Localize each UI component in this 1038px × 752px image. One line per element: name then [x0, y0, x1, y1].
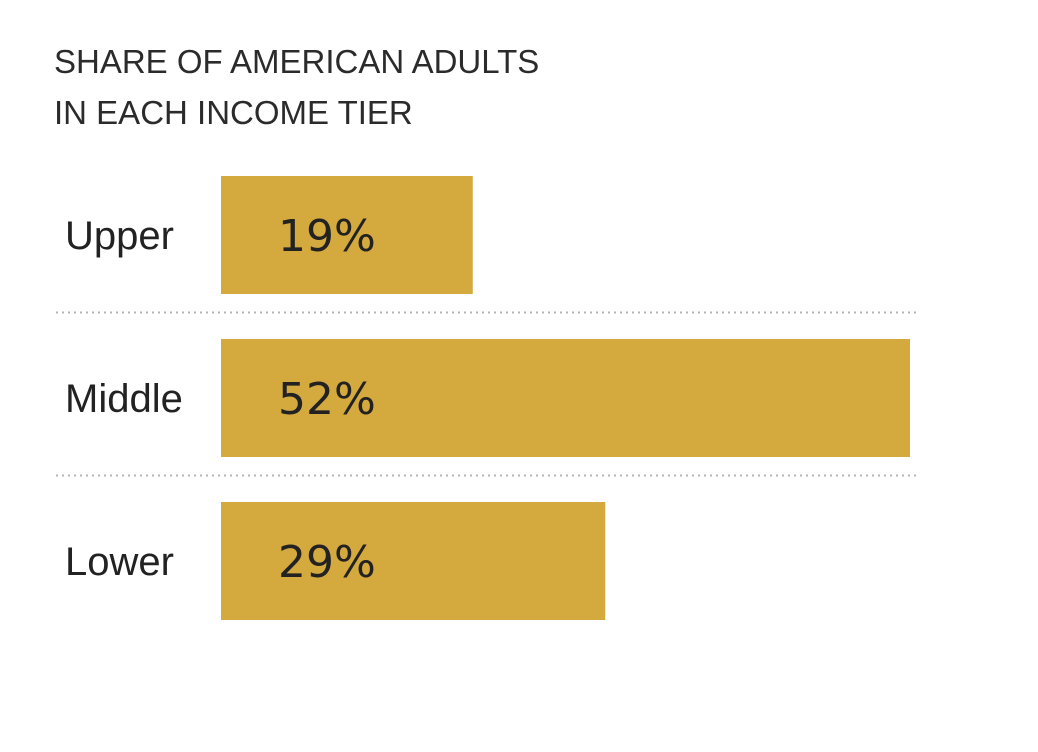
chart-title-line-2: IN EACH INCOME TIER — [54, 94, 413, 131]
category-label-middle: Middle — [65, 377, 183, 421]
bar-middle — [221, 339, 910, 457]
value-label-upper: 19% — [278, 211, 376, 262]
bars: Upper 19% Middle 52% Lower 29% — [56, 176, 918, 620]
category-label-lower: Lower — [65, 540, 174, 584]
value-label-lower: 29% — [278, 537, 376, 588]
bar-upper — [221, 176, 473, 294]
category-label-upper: Upper — [65, 214, 174, 258]
value-label-middle: 52% — [278, 374, 376, 425]
chart-title-line-1: SHARE OF AMERICAN ADULTS — [54, 43, 539, 80]
bar-lower — [221, 502, 606, 620]
chart-title: SHARE OF AMERICAN ADULTS IN EACH INCOME … — [54, 43, 539, 131]
